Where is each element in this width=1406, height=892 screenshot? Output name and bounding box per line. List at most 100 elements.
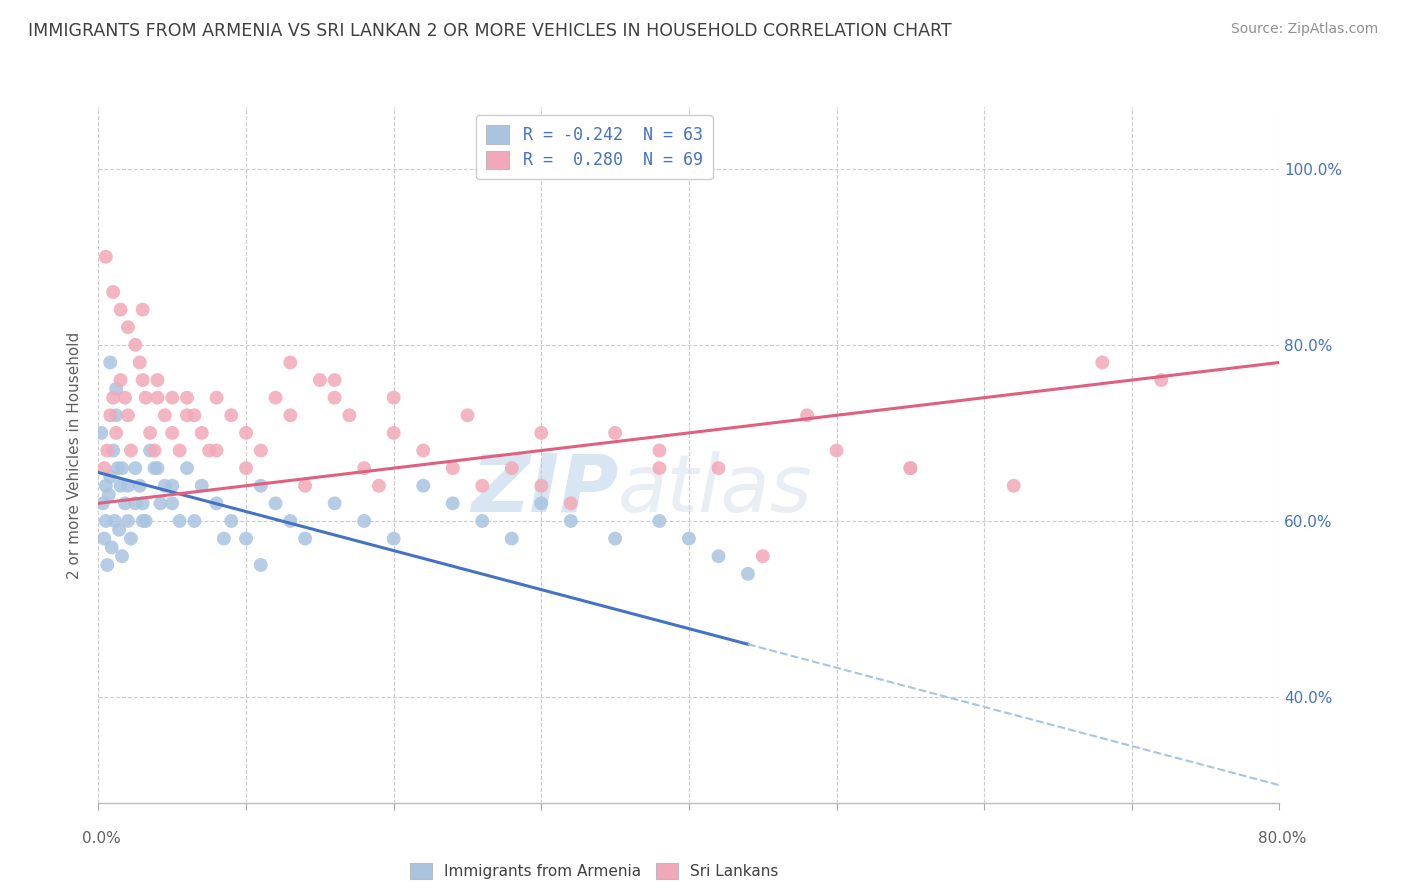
Point [93,461,115,475]
Point [796,409,818,423]
Point [132,514,155,528]
Point [294,532,316,546]
Point [94,514,117,528]
Point [117,479,139,493]
Point [264,496,287,510]
Point [105,425,128,440]
Point [153,479,176,493]
Point [117,320,139,334]
Point [605,425,627,440]
Point [278,409,302,423]
Point [169,514,191,528]
Point [323,391,346,405]
Point [98,470,121,484]
Point [149,496,172,510]
Point [169,443,191,458]
Point [183,514,205,528]
Point [648,514,671,528]
Point [382,425,405,440]
Point [278,355,302,369]
Point [205,496,228,510]
Point [105,409,128,423]
Point [135,391,157,405]
Point [114,496,136,510]
Point [471,514,494,528]
Point [250,443,273,458]
Point [751,549,773,564]
Point [530,479,553,493]
Point [103,443,125,458]
Point [105,382,128,396]
Point [605,532,627,546]
Point [501,461,523,475]
Point [107,461,129,475]
Point [678,532,700,546]
Point [250,558,273,572]
Point [235,461,257,475]
Text: atlas: atlas [619,450,813,529]
Point [132,302,155,317]
Point [191,479,214,493]
Point [1150,373,1173,387]
Point [530,425,553,440]
Point [560,496,582,510]
Point [153,409,176,423]
Point [205,391,228,405]
Point [111,461,134,475]
Point [382,391,405,405]
Point [205,443,228,458]
Point [294,479,316,493]
Point [250,479,273,493]
Point [1002,479,1025,493]
Point [825,443,848,458]
Point [114,391,136,405]
Point [96,558,118,572]
Point [900,461,922,475]
Point [91,496,114,510]
Point [264,391,287,405]
Text: Source: ZipAtlas.com: Source: ZipAtlas.com [1230,22,1378,37]
Point [191,425,214,440]
Point [162,496,183,510]
Point [120,443,142,458]
Point [212,532,235,546]
Point [221,409,243,423]
Point [183,409,205,423]
Point [235,532,257,546]
Point [368,479,391,493]
Point [737,566,759,581]
Point [456,409,478,423]
Point [117,514,139,528]
Point [132,373,155,387]
Point [1091,355,1114,369]
Point [110,479,132,493]
Point [707,461,730,475]
Point [143,461,166,475]
Point [560,514,582,528]
Point [471,479,494,493]
Point [128,479,150,493]
Text: IMMIGRANTS FROM ARMENIA VS SRI LANKAN 2 OR MORE VEHICLES IN HOUSEHOLD CORRELATIO: IMMIGRANTS FROM ARMENIA VS SRI LANKAN 2 … [28,22,952,40]
Point [97,487,120,501]
Point [90,425,112,440]
Point [124,338,146,352]
Point [412,443,434,458]
Point [198,443,221,458]
Point [124,461,146,475]
Point [117,409,139,423]
Point [501,532,523,546]
Point [353,461,375,475]
Point [441,496,464,510]
Point [648,461,671,475]
Point [146,461,169,475]
Point [278,514,302,528]
Point [176,391,198,405]
Point [323,373,346,387]
Point [162,479,183,493]
Point [98,409,121,423]
Text: 0.0%: 0.0% [82,831,121,846]
Point [530,496,553,510]
Point [132,496,155,510]
Point [111,549,134,564]
Point [94,250,117,264]
